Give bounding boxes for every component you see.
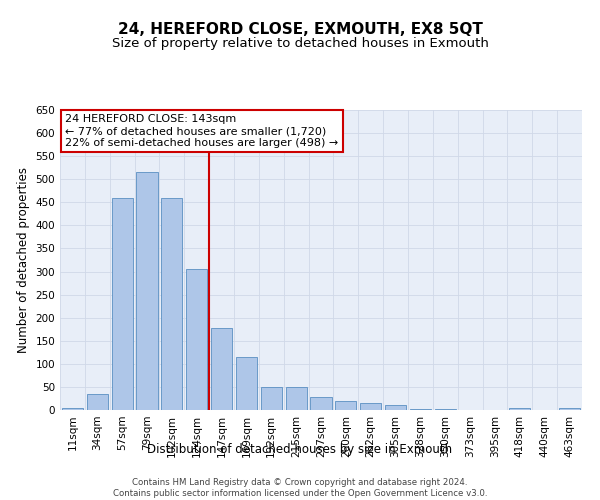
Bar <box>559 408 580 410</box>
Bar <box>87 394 108 410</box>
Y-axis label: Number of detached properties: Number of detached properties <box>17 167 30 353</box>
Bar <box>385 406 406 410</box>
Text: Contains HM Land Registry data © Crown copyright and database right 2024.
Contai: Contains HM Land Registry data © Crown c… <box>113 478 487 498</box>
Text: 24 HEREFORD CLOSE: 143sqm
← 77% of detached houses are smaller (1,720)
22% of se: 24 HEREFORD CLOSE: 143sqm ← 77% of detac… <box>65 114 338 148</box>
Bar <box>509 408 530 410</box>
Bar <box>435 409 456 410</box>
Bar <box>161 198 182 410</box>
Text: 24, HEREFORD CLOSE, EXMOUTH, EX8 5QT: 24, HEREFORD CLOSE, EXMOUTH, EX8 5QT <box>118 22 482 38</box>
Bar <box>211 328 232 410</box>
Text: Size of property relative to detached houses in Exmouth: Size of property relative to detached ho… <box>112 38 488 51</box>
Bar <box>186 269 207 410</box>
Bar <box>410 408 431 410</box>
Bar <box>360 403 381 410</box>
Bar <box>112 198 133 410</box>
Bar <box>136 172 158 410</box>
Bar <box>310 397 332 410</box>
Text: Distribution of detached houses by size in Exmouth: Distribution of detached houses by size … <box>148 442 452 456</box>
Bar <box>335 401 356 410</box>
Bar <box>62 408 83 410</box>
Bar <box>236 357 257 410</box>
Bar <box>261 387 282 410</box>
Bar <box>286 387 307 410</box>
